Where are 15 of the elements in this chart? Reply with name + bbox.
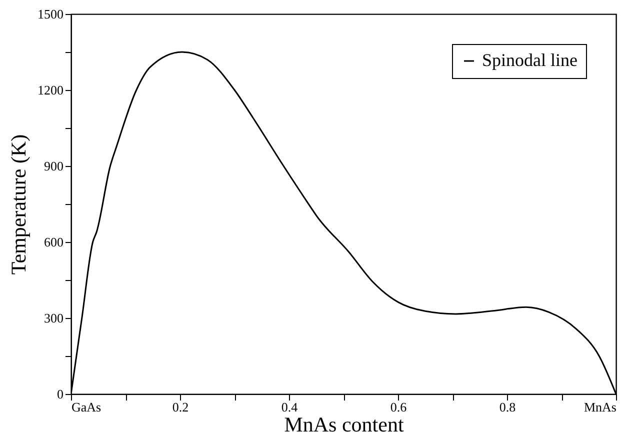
y-tick-label: 0 (57, 386, 64, 402)
y-tick-label: 300 (44, 310, 64, 326)
y-tick-label: 600 (44, 234, 64, 250)
x-tick-label: 0.8 (499, 400, 516, 414)
y-tick-label: 1200 (38, 82, 64, 98)
y-tick-label: 900 (44, 158, 64, 174)
x-axis-title: MnAs content (284, 412, 404, 436)
y-axis-title: Temperature (K) (6, 134, 30, 275)
x-tick-label: MnAs (584, 400, 616, 414)
x-tick-label: GaAs (72, 400, 102, 414)
y-tick-label: 1500 (38, 6, 64, 22)
legend-label: Spinodal line (482, 50, 578, 70)
x-tick-label: 0.6 (390, 400, 408, 414)
x-tick-label: 0.4 (281, 400, 298, 414)
x-tick-label: 0.2 (172, 400, 189, 414)
